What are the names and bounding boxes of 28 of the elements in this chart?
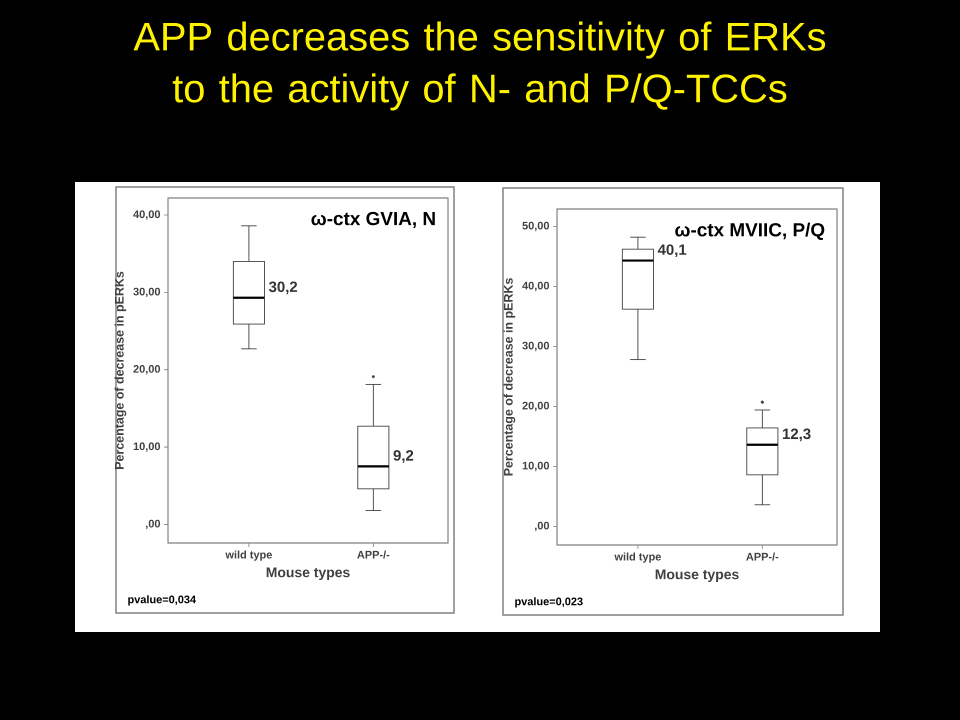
text: ω-ctx GVIA, N xyxy=(311,212,435,228)
y-tick-label: 50,00 xyxy=(522,222,550,232)
y-tick-label: 30,00 xyxy=(522,342,550,352)
y-tick-label: ,00 xyxy=(146,520,160,530)
text: ω-ctx MVIIC, P/Q xyxy=(675,222,824,240)
chart-title: APP decreases the sensitivity of ERKs to the activity of N- and P/Q-TCCs xyxy=(133,22,826,110)
y-tick-label: 20,00 xyxy=(522,402,550,412)
y-axis-title: Percentage of decrease in pERKs xyxy=(504,278,516,476)
y-tick-label: 10,00 xyxy=(134,442,160,452)
y-tick-label: 30,00 xyxy=(133,288,160,298)
y-tick-label: 40,00 xyxy=(522,282,550,292)
text: pvalue=0,034 xyxy=(128,595,196,606)
x-axis-title: Mouse types xyxy=(656,570,739,582)
y-tick-label: 40,00 xyxy=(133,210,160,220)
annotation: 9,2 xyxy=(394,450,414,463)
x-tick-label: APP-/- xyxy=(746,552,778,561)
annotation: 12,3 xyxy=(782,428,811,442)
x-tick-label: wild type xyxy=(614,552,661,563)
x-axis-title: Mouse types xyxy=(266,568,350,580)
y-tick-label: 20,00 xyxy=(133,365,160,374)
text: pvalue=0,023 xyxy=(515,597,583,608)
y-tick-label: 10,00 xyxy=(522,462,550,472)
x-tick-label: wild type xyxy=(225,550,272,561)
annotation: 40,1 xyxy=(658,244,686,258)
x-tick-label: APP-/- xyxy=(357,550,390,559)
y-axis-title: Percentage of decrease in pERKs xyxy=(114,272,126,469)
annotation: 30,2 xyxy=(268,282,298,294)
y-tick-label: ,00 xyxy=(535,522,550,532)
